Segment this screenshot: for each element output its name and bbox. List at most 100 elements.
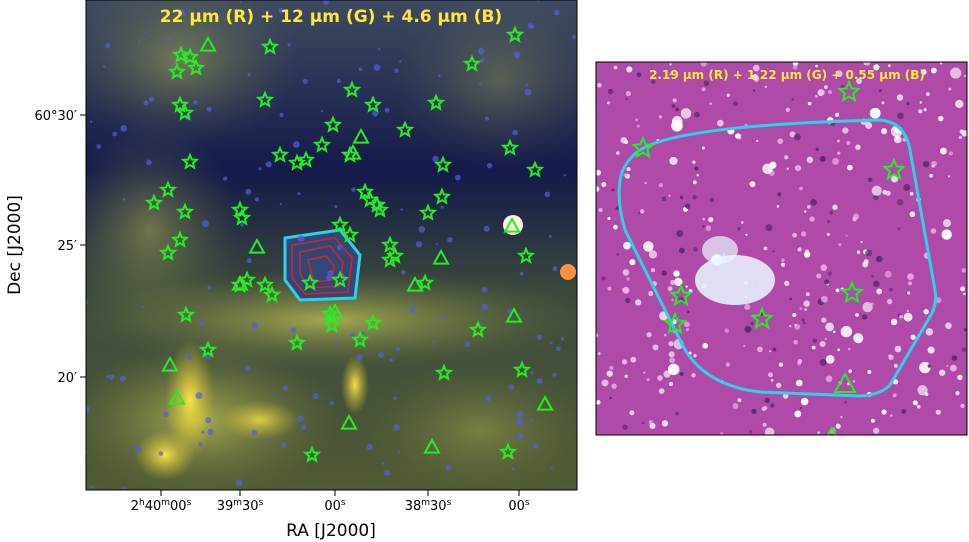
- source: [855, 144, 861, 151]
- source: [852, 213, 860, 220]
- source: [693, 353, 697, 358]
- marker-star: [198, 340, 218, 358]
- y-tick-label: 20′: [58, 371, 78, 386]
- marker-star: [426, 93, 446, 111]
- marker-star: [260, 37, 280, 55]
- source: [606, 370, 613, 377]
- tick-part: m: [421, 498, 430, 508]
- marker-star: [180, 47, 200, 65]
- source: [838, 243, 842, 247]
- source: [794, 323, 801, 330]
- source: [601, 182, 607, 187]
- source: [395, 346, 401, 351]
- source: [668, 194, 671, 197]
- marker-star: [270, 145, 290, 163]
- marker-star: [296, 150, 316, 168]
- marker-star: [468, 320, 488, 338]
- source: [775, 382, 782, 389]
- source: [749, 181, 756, 188]
- source: [158, 451, 164, 456]
- source: [770, 378, 774, 382]
- source: [168, 36, 172, 40]
- source: [321, 109, 324, 113]
- source: [432, 155, 439, 163]
- source: [302, 78, 308, 85]
- source: [606, 101, 610, 105]
- tick-part: s: [259, 498, 264, 508]
- marker-star: [144, 193, 164, 211]
- source: [205, 417, 212, 424]
- source: [134, 445, 141, 452]
- source: [897, 112, 904, 120]
- tick-part: m: [233, 498, 242, 508]
- marker-star: [302, 445, 322, 463]
- source: [959, 129, 964, 134]
- source: [676, 230, 684, 237]
- source: [245, 188, 252, 195]
- source: [609, 396, 612, 400]
- source: [667, 286, 673, 292]
- source: [626, 66, 633, 73]
- source: [709, 102, 712, 106]
- source: [658, 115, 662, 119]
- source: [143, 100, 149, 106]
- source: [804, 249, 810, 254]
- source: [700, 62, 707, 67]
- source: [958, 135, 963, 140]
- source: [873, 194, 879, 201]
- marker-star: [255, 275, 275, 293]
- source: [725, 362, 731, 367]
- source: [777, 192, 782, 197]
- source: [691, 373, 696, 378]
- source: [906, 102, 910, 106]
- source: [290, 327, 297, 334]
- source: [919, 361, 931, 374]
- source: [384, 107, 390, 113]
- marker-triangle: [432, 248, 450, 265]
- source: [789, 131, 796, 138]
- source: [815, 64, 818, 68]
- source: [862, 301, 873, 313]
- source: [750, 321, 754, 326]
- source: [477, 47, 485, 55]
- marker-triangle: [248, 237, 266, 254]
- source: [536, 334, 542, 340]
- source: [246, 257, 252, 264]
- source: [629, 259, 636, 266]
- source: [732, 403, 739, 409]
- marker-star: [340, 225, 360, 243]
- x-tick-label: 2h40m00s: [131, 498, 192, 514]
- marker-triangle: [168, 388, 186, 405]
- marker-star: [395, 120, 415, 138]
- source: [358, 67, 363, 72]
- source: [356, 354, 363, 361]
- source: [199, 321, 204, 326]
- marker-star: [525, 160, 545, 178]
- source: [663, 333, 667, 337]
- source: [163, 411, 169, 417]
- source: [769, 350, 772, 353]
- source: [809, 216, 815, 222]
- marker-star: [418, 203, 438, 221]
- source: [819, 341, 826, 348]
- source: [639, 209, 645, 214]
- source: [258, 167, 262, 171]
- source: [648, 290, 654, 297]
- source: [926, 92, 930, 96]
- source: [824, 337, 828, 341]
- source: [811, 345, 816, 350]
- source: [96, 144, 102, 149]
- x-axis-label: RA [J2000]: [286, 521, 376, 541]
- source: [674, 277, 683, 287]
- right-frame: [595, 61, 968, 436]
- source: [791, 98, 794, 101]
- source: [720, 432, 724, 435]
- marker-triangle: [231, 274, 249, 291]
- source: [625, 98, 628, 101]
- source: [646, 378, 650, 382]
- source: [789, 297, 792, 301]
- source: [960, 403, 965, 409]
- source: [297, 192, 301, 196]
- source: [955, 99, 964, 109]
- source: [198, 442, 203, 447]
